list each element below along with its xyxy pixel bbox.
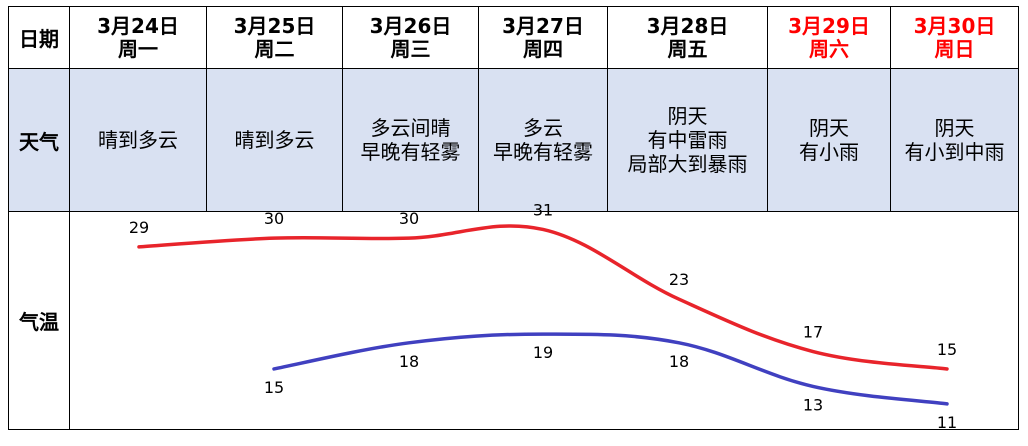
high-temp-label: 17 <box>803 323 823 342</box>
date-header-2: 3月25日 周二 <box>207 7 342 68</box>
high-temp-label: 30 <box>264 209 284 228</box>
weekday-text: 周五 <box>667 36 708 61</box>
weather-text: 局部大到暴雨 <box>627 152 748 176</box>
weather-cell-1: 晴到多云 <box>70 69 206 211</box>
low-temp-label: 15 <box>264 378 284 397</box>
high-temperature-line <box>137 224 949 371</box>
weather-text: 早晚有轻雾 <box>360 140 461 164</box>
weather-text: 有中雷雨 <box>647 128 728 152</box>
grid-line-vertical <box>890 7 891 212</box>
weather-text: 晴到多云 <box>98 128 178 152</box>
date-header-7: 3月30日 周日 <box>891 7 1018 68</box>
date-text: 3月26日 <box>369 13 452 38</box>
low-temp-label: 11 <box>937 413 957 432</box>
weather-cell-5: 阴天 有中雷雨 局部大到暴雨 <box>608 69 767 211</box>
high-temp-label: 29 <box>129 218 149 237</box>
weather-text: 多云间晴 <box>370 116 451 140</box>
date-header-4: 3月27日 周四 <box>479 7 607 68</box>
grid-line-vertical <box>206 7 207 212</box>
date-text: 3月28日 <box>646 13 729 38</box>
grid-line-vertical <box>607 7 608 212</box>
weather-text: 晴到多云 <box>234 128 315 152</box>
weekday-text: 周六 <box>809 36 849 61</box>
date-text: 3月30日 <box>913 13 996 38</box>
date-header-6: 3月29日 周六 <box>768 7 890 68</box>
weather-text: 多云 <box>523 116 563 140</box>
weather-cell-3: 多云间晴 早晚有轻雾 <box>343 69 478 211</box>
weekday-text: 周日 <box>934 36 975 61</box>
low-temp-label: 13 <box>803 395 823 414</box>
high-temp-label: 15 <box>937 340 957 359</box>
low-temp-label: 18 <box>399 352 419 371</box>
weather-row-label: 天气 <box>9 69 69 211</box>
grid-line-horizontal <box>9 211 1018 212</box>
low-temp-label: 19 <box>533 343 553 362</box>
weekday-text: 周四 <box>523 36 563 61</box>
date-header-5: 3月28日 周五 <box>608 7 767 68</box>
date-header-3: 3月26日 周三 <box>343 7 478 68</box>
weather-cell-2: 晴到多云 <box>207 69 342 211</box>
weekday-text: 周二 <box>254 36 295 61</box>
date-text: 3月24日 <box>97 13 179 38</box>
high-temp-label: 30 <box>399 209 419 228</box>
date-row-label: 日期 <box>19 27 59 51</box>
grid-line-vertical <box>767 7 768 212</box>
weekday-text: 周三 <box>390 36 431 61</box>
weather-cell-7: 阴天 有小到中雨 <box>891 69 1018 211</box>
high-temp-label: 31 <box>533 200 553 219</box>
grid-line-vertical <box>69 7 70 429</box>
weather-forecast-table <box>8 6 1019 430</box>
date-text: 3月25日 <box>233 13 316 38</box>
weather-text: 有小到中雨 <box>904 140 1005 164</box>
grid-line-horizontal <box>9 68 1018 69</box>
date-header-1: 3月24日 周一 <box>70 7 206 68</box>
low-temperature-line <box>272 332 949 406</box>
weather-cell-4: 多云 早晚有轻雾 <box>479 69 607 211</box>
weekday-text: 周一 <box>118 36 158 61</box>
grid-line-vertical <box>342 7 343 212</box>
date-text: 3月27日 <box>502 13 584 38</box>
grid-line-vertical <box>478 7 479 212</box>
weather-text: 阴天 <box>934 116 975 140</box>
date-text: 3月29日 <box>788 13 870 38</box>
temperature-row-label: 气温 <box>19 310 59 334</box>
weather-text: 阴天 <box>667 104 708 128</box>
weather-text: 阴天 <box>809 116 849 140</box>
weather-cell-6: 阴天 有小雨 <box>768 69 890 211</box>
high-temp-label: 23 <box>669 270 689 289</box>
weather-text: 有小雨 <box>799 140 859 164</box>
weather-text: 早晚有轻雾 <box>493 140 593 164</box>
low-temp-label: 18 <box>669 352 689 371</box>
